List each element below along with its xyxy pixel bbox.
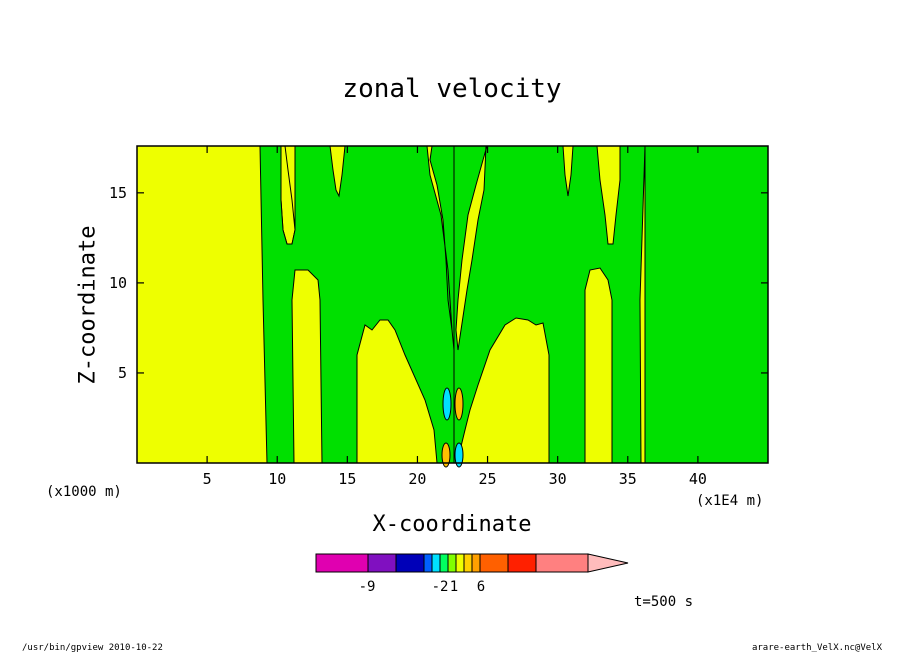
- y-axis: 5 10 15: [109, 184, 768, 382]
- colorbar: -9 -2 1 6: [315, 553, 629, 595]
- chart-title: zonal velocity: [342, 74, 562, 104]
- y-axis-label: Z-coordinate: [75, 225, 101, 385]
- colorbar-segment: [431, 553, 441, 573]
- region-left-green: [259, 145, 456, 464]
- x-tick-label: 30: [549, 470, 567, 488]
- anomaly-blobs: [441, 387, 464, 468]
- colorbar-segment: [439, 553, 449, 573]
- blob-orange-upper: [454, 387, 464, 421]
- x-axis-label: X-coordinate: [372, 512, 532, 537]
- y-tick-label: 10: [109, 274, 127, 292]
- colorbar-segment: [463, 553, 473, 573]
- x-tick-label: 35: [619, 470, 637, 488]
- colorbar-segment: [447, 553, 457, 573]
- x-axis: 5 10 15 20 25 30 35 40: [203, 146, 707, 488]
- blob-cyan-lower: [454, 442, 464, 468]
- x-tick-label: 10: [268, 470, 286, 488]
- colorbar-arrow: [587, 553, 629, 573]
- colorbar-segment: [471, 553, 481, 573]
- x-units-label: (x1000 m): [46, 484, 122, 500]
- x-tick-label: 5: [203, 470, 212, 488]
- time-label: t=500 s: [634, 594, 694, 610]
- x-tick-label: 20: [408, 470, 426, 488]
- colorbar-segment: [315, 553, 369, 573]
- colorbar-label: -2: [432, 579, 449, 595]
- footer-left: /usr/bin/gpview 2010-10-22: [22, 643, 163, 653]
- blob-cyan-upper: [442, 387, 452, 421]
- x-tick-label: 15: [338, 470, 356, 488]
- x-scale-note: (x1E4 m): [696, 493, 764, 509]
- colorbar-segment: [507, 553, 537, 573]
- footer-right: arare-earth_VelX.nc@VelX: [751, 643, 882, 653]
- colorbar-label: 6: [477, 579, 485, 595]
- colorbar-segment: [367, 553, 397, 573]
- colorbar-segment: [455, 553, 465, 573]
- colorbar-label: 1: [450, 579, 458, 595]
- plot-area: 5 10 15 20 25 30 35 40 5 10 15: [109, 145, 769, 488]
- blob-orange-lower: [441, 442, 451, 468]
- x-tick-label: 40: [689, 470, 707, 488]
- plot-frame: [136, 145, 769, 464]
- colorbar-segment: [423, 553, 433, 573]
- colorbar-segment: [479, 553, 509, 573]
- x-tick-label: 25: [479, 470, 497, 488]
- y-tick-label: 15: [109, 184, 127, 202]
- colorbar-segment: [395, 553, 425, 573]
- colorbar-label: -9: [359, 579, 376, 595]
- y-tick-label: 5: [118, 364, 127, 382]
- colorbar-segment: [535, 553, 589, 573]
